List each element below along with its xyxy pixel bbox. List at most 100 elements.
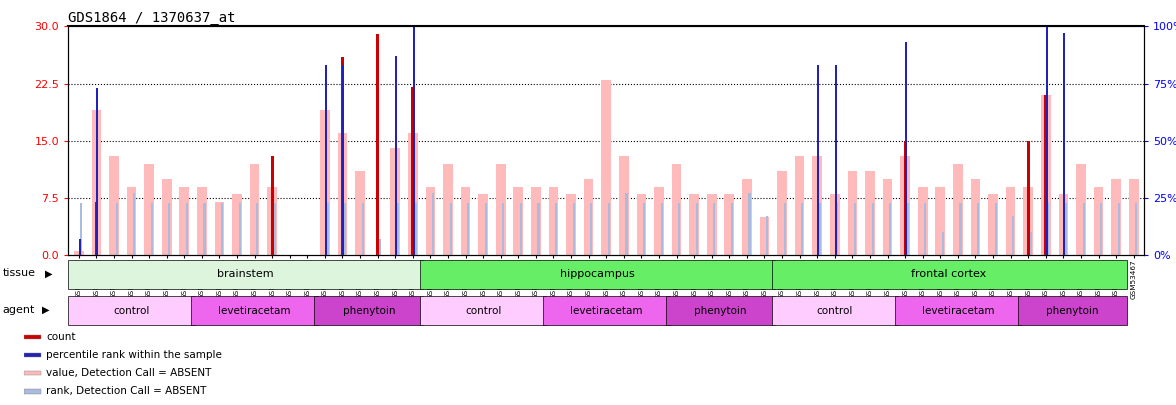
Bar bbox=[1117, 202, 1120, 255]
Bar bbox=[771, 260, 1127, 289]
Bar bbox=[748, 193, 750, 255]
Bar bbox=[866, 171, 875, 255]
Text: control: control bbox=[113, 306, 149, 316]
Bar bbox=[496, 164, 506, 255]
Bar bbox=[320, 110, 329, 255]
Bar bbox=[988, 194, 998, 255]
Bar bbox=[520, 202, 522, 255]
Bar bbox=[714, 202, 715, 255]
Bar bbox=[742, 179, 751, 255]
Bar bbox=[412, 87, 414, 255]
Bar bbox=[420, 260, 775, 289]
Text: levetiracetam: levetiracetam bbox=[922, 306, 994, 316]
Bar bbox=[80, 202, 82, 255]
Bar bbox=[1045, 26, 1048, 255]
Text: frontal cortex: frontal cortex bbox=[911, 269, 987, 279]
Text: rank, Detection Call = ABSENT: rank, Detection Call = ABSENT bbox=[47, 386, 207, 396]
Bar bbox=[514, 186, 523, 255]
Bar bbox=[583, 179, 594, 255]
Bar bbox=[74, 252, 83, 255]
Bar bbox=[198, 186, 207, 255]
Bar bbox=[408, 133, 417, 255]
Bar bbox=[532, 186, 541, 255]
Bar bbox=[590, 202, 593, 255]
Bar bbox=[145, 164, 154, 255]
Bar bbox=[420, 296, 547, 326]
Bar bbox=[127, 186, 136, 255]
Bar bbox=[895, 296, 1021, 326]
Text: count: count bbox=[47, 332, 76, 342]
Bar bbox=[443, 164, 453, 255]
Bar bbox=[817, 65, 820, 255]
Bar bbox=[180, 186, 189, 255]
Bar bbox=[115, 202, 118, 255]
Bar bbox=[1129, 179, 1138, 255]
Bar bbox=[133, 193, 135, 255]
Bar bbox=[186, 202, 188, 255]
Bar bbox=[573, 202, 575, 255]
Bar bbox=[1083, 202, 1084, 255]
Bar bbox=[661, 202, 662, 255]
Bar bbox=[977, 202, 980, 255]
Bar bbox=[92, 110, 101, 255]
Bar bbox=[935, 186, 946, 255]
Bar bbox=[889, 202, 891, 255]
Bar bbox=[24, 371, 41, 375]
Bar bbox=[995, 202, 997, 255]
Bar bbox=[918, 186, 928, 255]
Bar bbox=[414, 202, 416, 255]
Bar bbox=[643, 202, 646, 255]
Bar bbox=[327, 202, 328, 255]
Bar bbox=[619, 156, 629, 255]
Bar bbox=[68, 260, 423, 289]
Bar bbox=[376, 34, 379, 255]
Bar bbox=[1063, 33, 1065, 255]
Text: percentile rank within the sample: percentile rank within the sample bbox=[47, 350, 222, 360]
Bar bbox=[249, 164, 260, 255]
Bar bbox=[109, 156, 119, 255]
Bar bbox=[168, 202, 171, 255]
Bar bbox=[342, 65, 345, 255]
Bar bbox=[906, 43, 907, 255]
Bar bbox=[151, 202, 153, 255]
Bar bbox=[830, 194, 840, 255]
Bar bbox=[818, 202, 821, 255]
Text: value, Detection Call = ABSENT: value, Detection Call = ABSENT bbox=[47, 368, 212, 378]
Bar bbox=[162, 179, 172, 255]
Bar bbox=[362, 202, 363, 255]
Bar bbox=[960, 202, 962, 255]
Bar bbox=[256, 202, 259, 255]
Bar bbox=[345, 202, 346, 255]
Bar bbox=[1030, 232, 1031, 255]
Bar bbox=[724, 194, 734, 255]
Bar bbox=[848, 171, 857, 255]
Bar bbox=[626, 193, 628, 255]
Text: phenytoin: phenytoin bbox=[694, 306, 747, 316]
Text: levetiracetam: levetiracetam bbox=[570, 306, 642, 316]
Bar bbox=[413, 26, 415, 255]
Bar bbox=[395, 56, 397, 255]
Bar bbox=[24, 335, 41, 339]
Bar bbox=[96, 88, 99, 255]
Bar bbox=[942, 232, 944, 255]
Bar bbox=[1111, 179, 1121, 255]
Text: agent: agent bbox=[2, 305, 35, 315]
Bar bbox=[68, 296, 195, 326]
Bar bbox=[970, 179, 981, 255]
Bar bbox=[1041, 95, 1050, 255]
Bar bbox=[355, 171, 365, 255]
Bar bbox=[903, 141, 907, 255]
Bar bbox=[341, 57, 345, 255]
Text: hippocampus: hippocampus bbox=[560, 269, 635, 279]
Bar bbox=[601, 80, 612, 255]
Bar bbox=[777, 171, 787, 255]
Bar bbox=[666, 296, 775, 326]
Bar bbox=[871, 202, 874, 255]
Bar bbox=[783, 202, 786, 255]
Bar bbox=[801, 202, 803, 255]
Bar bbox=[1065, 202, 1067, 255]
Bar bbox=[549, 186, 559, 255]
Bar bbox=[760, 217, 769, 255]
Bar bbox=[537, 202, 540, 255]
Bar bbox=[731, 202, 733, 255]
